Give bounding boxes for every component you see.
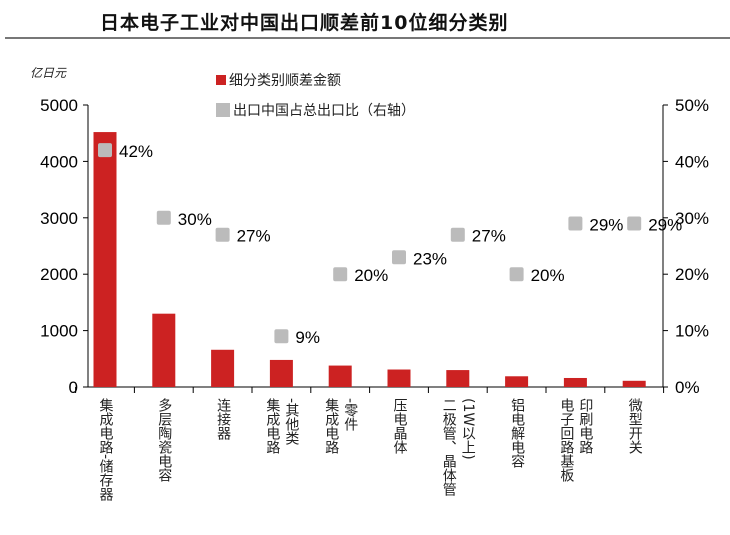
bar: [387, 369, 411, 387]
x-tick-label: 集成电路-储存器: [97, 398, 114, 502]
data-label: 23%: [413, 249, 447, 268]
x-tick-label: 集成电路 -其他类: [264, 398, 300, 454]
bar: [269, 359, 293, 387]
right-tick-label: 30%: [675, 209, 709, 228]
data-label: 42%: [119, 142, 153, 161]
left-tick-label: 3000: [40, 209, 78, 228]
right-tick-label: 10%: [675, 322, 709, 341]
legend-label: 出口中国占总出口比（右轴）: [233, 103, 415, 119]
scatter-point: [274, 329, 289, 344]
left-tick-label: 1000: [40, 322, 78, 341]
legend-swatch-red: [216, 75, 226, 85]
x-tick-label: 连接器: [215, 398, 232, 440]
bar: [563, 377, 587, 387]
x-tick-label: 集成电路 -零件: [323, 398, 359, 454]
scatter-point: [156, 210, 171, 225]
data-label: 27%: [237, 227, 271, 246]
data-label: 27%: [472, 227, 506, 246]
legend-label: 细分类别顺差金额: [229, 73, 341, 89]
scatter-point: [568, 216, 583, 231]
x-tick-label: 铝电解电容: [509, 398, 526, 468]
data-label: 29%: [648, 215, 682, 234]
left-tick-label: 2000: [40, 265, 78, 284]
bar: [622, 380, 646, 387]
right-tick-label: 40%: [675, 152, 709, 171]
right-tick-label: 50%: [675, 96, 709, 115]
scatter-point: [627, 216, 642, 231]
left-tick-label: 4000: [40, 152, 78, 171]
data-label: 20%: [531, 266, 565, 285]
chart-title: 日本电子工业对中国出口顺差前10位细分类别: [100, 12, 509, 34]
right-tick-label: 20%: [675, 265, 709, 284]
bar: [328, 365, 352, 387]
bar: [505, 376, 529, 387]
data-label: 30%: [178, 210, 212, 229]
legend-item-scatter: 出口中国占总出口比（右轴）: [216, 100, 415, 120]
x-tick-label: 压电晶体: [391, 398, 408, 454]
title-divider: [5, 37, 730, 39]
data-label: 29%: [589, 215, 623, 234]
x-tick-label: 电子回路基板 印刷电路: [558, 398, 594, 482]
scatter-point: [98, 143, 112, 158]
legend-swatch-gray: [216, 103, 230, 117]
scatter-point: [509, 267, 524, 282]
scatter-point: [333, 267, 348, 282]
left-tick-label: 0: [69, 378, 78, 397]
scatter-point: [392, 250, 406, 265]
x-tick-label: 微型开关: [626, 398, 643, 454]
data-label: 20%: [354, 266, 388, 285]
bar: [211, 349, 235, 387]
bar: [152, 313, 176, 387]
x-tick-label: 多层陶瓷电容: [156, 398, 173, 482]
bar: [93, 132, 117, 387]
scatter-point: [450, 227, 465, 242]
x-tick-label: 二极管、晶体管 (1W以上): [440, 398, 476, 496]
left-tick-label: 5000: [40, 96, 78, 115]
scatter-point: [215, 227, 230, 242]
legend-item-bar: 细分类别顺差金额: [216, 70, 341, 90]
y-axis-unit: 亿日元: [30, 66, 67, 80]
data-label: 9%: [295, 328, 320, 347]
right-tick-label: 0%: [675, 378, 700, 397]
bar: [446, 370, 470, 387]
